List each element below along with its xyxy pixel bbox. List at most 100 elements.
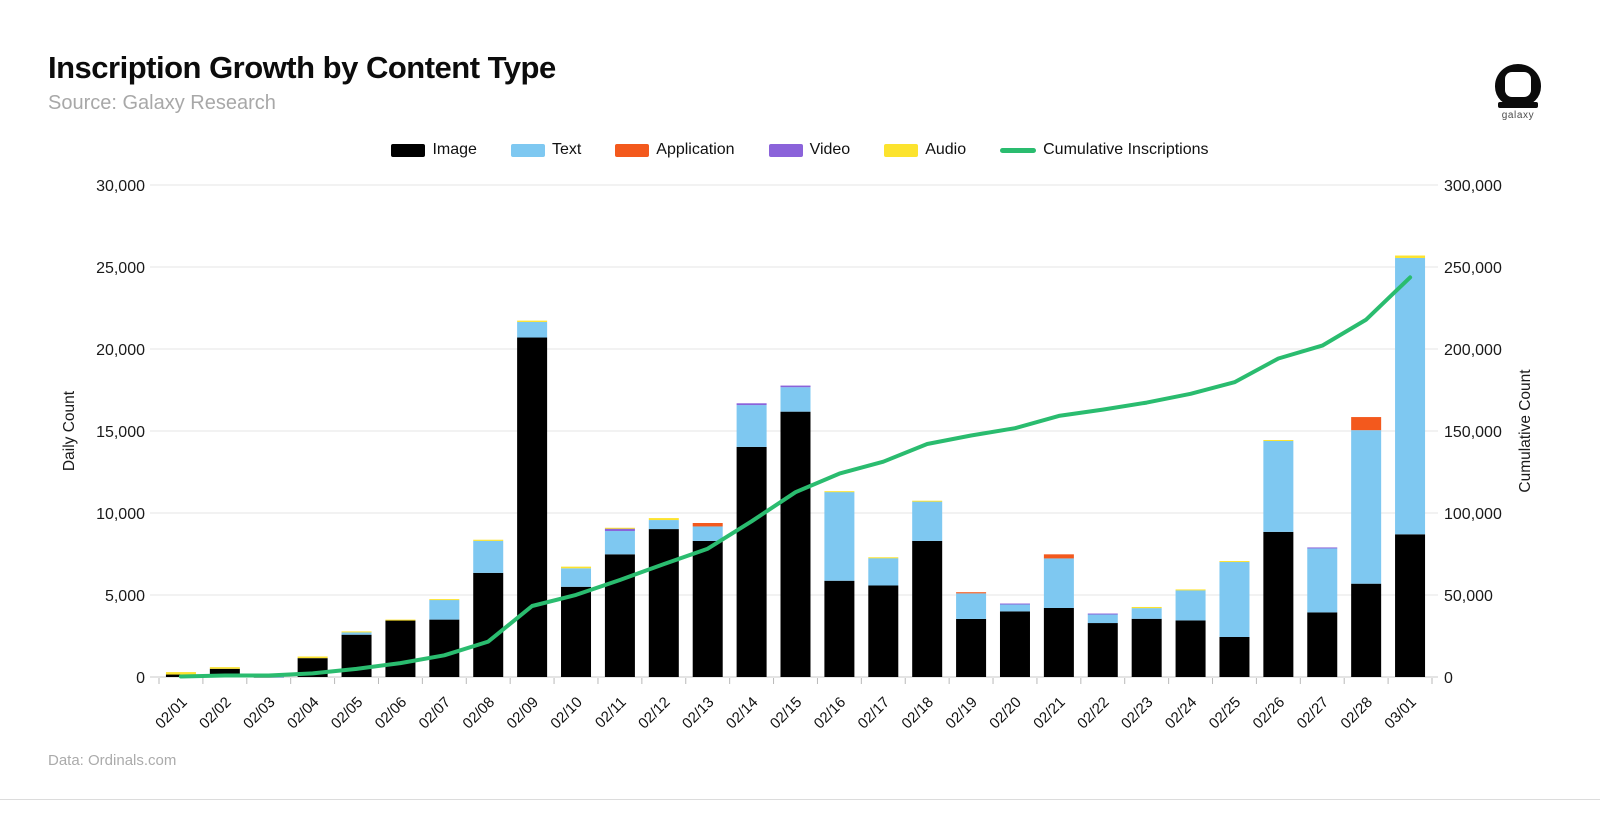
bar-segment-image [429,619,460,677]
bar-segment-audio [517,320,548,322]
x-tick-label: 02/21 [1030,694,1069,733]
legend-label-image: Image [432,141,477,158]
y-tick-label-right: 0 [1444,670,1453,687]
bar-segment-image [692,540,723,677]
bar-segment-image [604,554,635,677]
bar-segment-audio [429,599,460,601]
galaxy-logo-icon [1495,64,1541,108]
bar-segment-audio [1219,561,1250,563]
legend-item-audio: Audio [884,141,966,159]
bar-02/09 [517,320,548,677]
bar-segment-image [1263,531,1294,677]
legend-label-application: Application [656,141,735,158]
bar-segment-video [1087,613,1118,615]
bar-segment-image [956,618,987,677]
bar-segment-application [692,523,723,527]
bar-segment-image [1043,607,1074,677]
axis-title-right: Cumulative Count [1517,369,1534,493]
bar-segment-text [999,604,1030,612]
galaxy-logo: galaxy [1490,64,1546,121]
legend-swatch-cumulative-inscriptions [1000,147,1037,153]
bar-segment-text [1351,430,1382,584]
x-tick-label: 02/12 [635,694,674,733]
bar-segment-image [999,611,1030,677]
y-tick-label-left: 15,000 [96,424,145,441]
data-source-label: Data: Ordinals.com [48,752,177,769]
bar-segment-video [999,603,1030,605]
bar-segment-image [1175,620,1206,677]
x-tick-label: 02/03 [240,694,279,733]
y-tick-label-right: 50,000 [1444,588,1493,605]
bar-segment-text [780,387,811,412]
x-tick-label: 02/15 [767,694,806,733]
bar-segment-audio [1131,606,1162,609]
bar-segment-text [561,568,592,587]
bar-segment-image [561,586,592,677]
bar-segment-text [1131,608,1162,619]
bar-segment-video [736,403,767,406]
bar-02/26 [1263,440,1294,677]
bar-segment-image [1131,618,1162,677]
bar-segment-text [604,531,635,555]
bar-02/13 [692,523,723,677]
legend-item-video: Video [768,141,850,159]
y-tick-label-left: 5,000 [105,588,145,605]
x-tick-label: 02/22 [1074,694,1113,733]
axis-title-left: Daily Count [61,390,78,471]
bar-02/20 [999,603,1030,677]
bar-segment-text [1263,440,1294,532]
bar-03/01 [1395,255,1426,677]
bar-segment-audio [165,672,196,675]
bar-02/06 [385,619,416,677]
galaxy-logo-base [1498,102,1538,108]
bar-02/19 [956,592,987,677]
bar-segment-audio [473,539,504,541]
bar-segment-image [1219,636,1250,677]
bar-segment-audio [1263,440,1294,442]
legend-item-cumulative-inscriptions: Cumulative Inscriptions [1000,141,1209,159]
legend-item-image: Image [391,141,477,159]
bar-segment-audio [385,619,416,621]
bar-02/24 [1175,589,1206,677]
bar-segment-image [824,580,855,677]
bar-segment-image [1395,534,1426,677]
bar-segment-text [473,540,504,573]
bar-segment-image [648,529,679,677]
y-tick-label-left: 0 [136,670,145,687]
x-tick-label: 02/18 [898,694,937,733]
x-tick-label: 02/17 [855,694,894,733]
bar-segment-audio [648,518,679,521]
bar-segment-image [473,572,504,677]
source-label: Source: Galaxy Research [48,92,276,114]
bar-02/27 [1307,547,1338,677]
y-tick-label-right: 200,000 [1444,342,1502,359]
x-tick-label: 03/01 [1381,694,1420,733]
bar-segment-audio [604,527,635,529]
x-tick-label: 02/25 [1206,694,1245,733]
cumulative-line [178,275,1413,679]
bar-02/15 [780,385,811,677]
bar-segment-text [341,632,372,635]
bottom-rule [0,799,1600,800]
bar-segment-image [209,668,240,677]
y-tick-label-left: 20,000 [96,342,145,359]
legend-label-cumulative-inscriptions: Cumulative Inscriptions [1043,141,1209,158]
bar-02/25 [1219,561,1250,677]
bar-segment-image [1307,612,1338,677]
bar-02/17 [868,557,899,677]
bar-segment-image [517,337,548,677]
legend-swatch-text [510,143,545,157]
x-ticks [158,678,1433,684]
x-tick-label: 02/02 [196,694,235,733]
bar-02/22 [1087,613,1118,677]
bar-segment-video [604,528,635,532]
x-tick-label: 02/09 [503,694,542,733]
bar-segment-audio [868,557,899,559]
bars [165,255,1426,678]
bar-segment-audio [209,667,240,669]
x-tick-label: 02/10 [547,694,586,733]
bar-segment-text [1043,558,1074,608]
bar-segment-text [648,520,679,530]
bar-segment-text [956,593,987,619]
bar-02/16 [824,491,855,677]
